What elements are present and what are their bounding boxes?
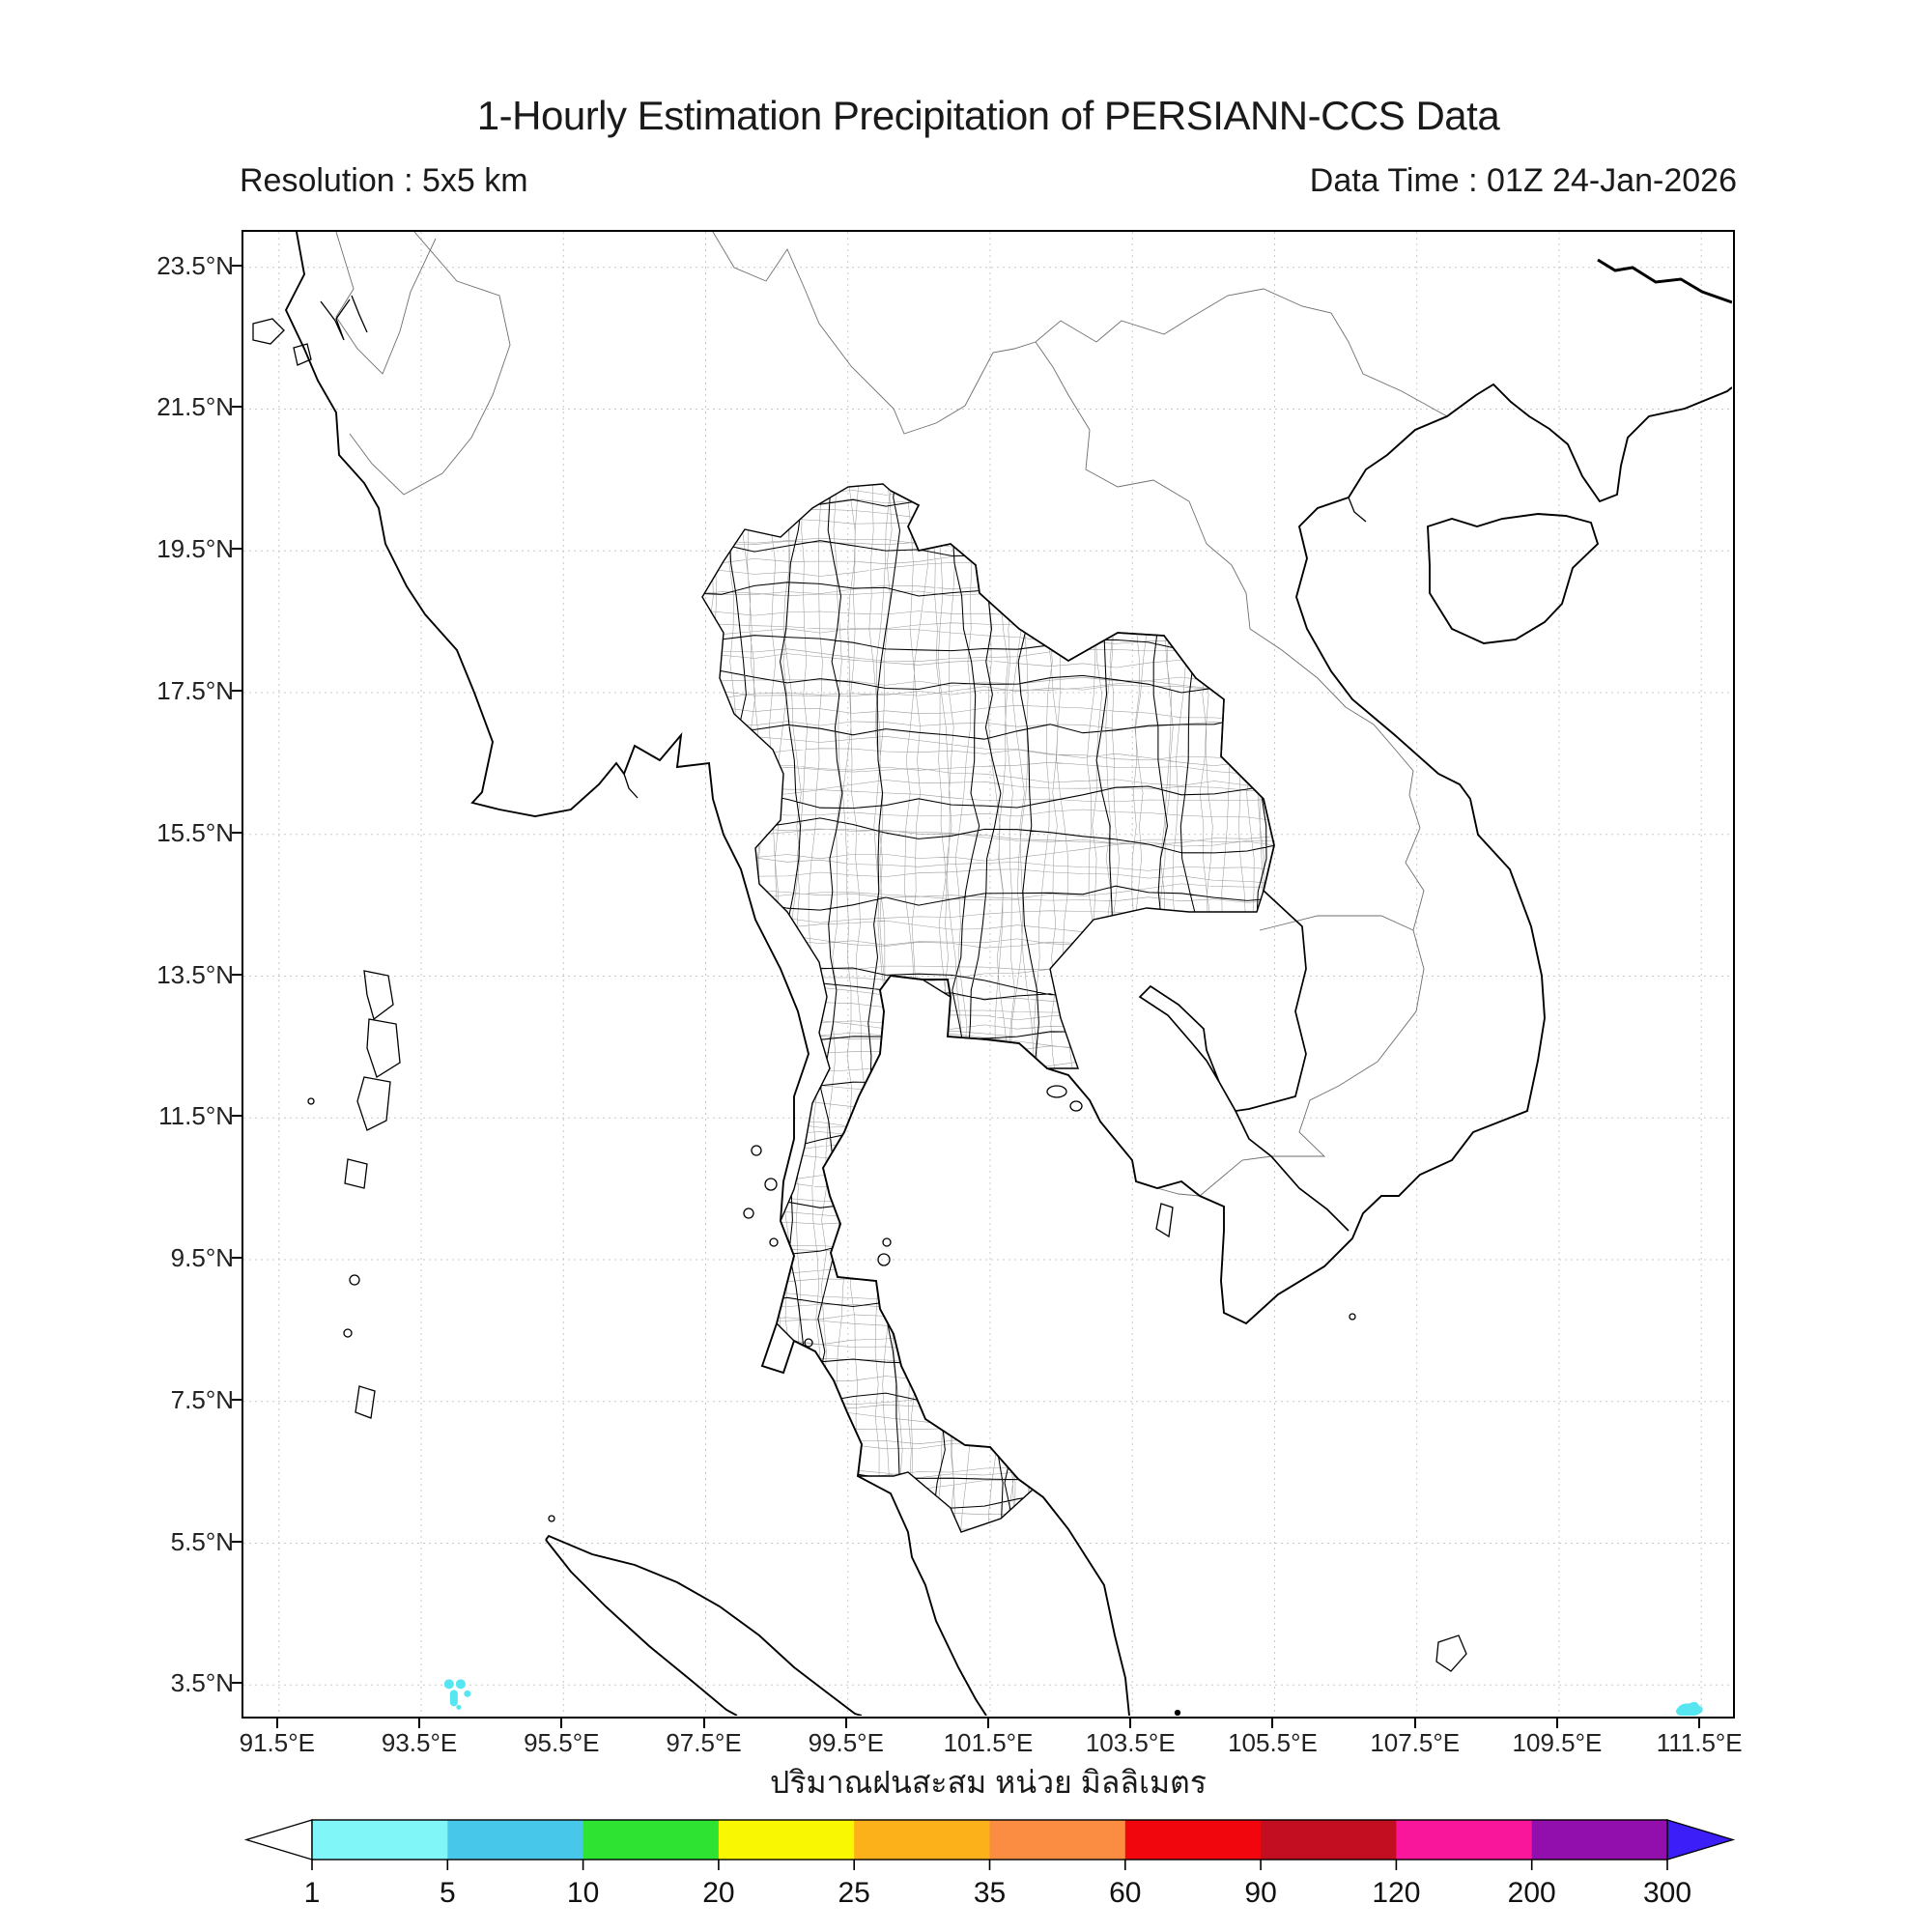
lat-tick-mark [232,1398,242,1401]
lat-tick-mark [232,831,242,834]
colorbar-tick-label: 60 [1109,1877,1141,1909]
colorbar-svg: 1 5 10 20 25 35 60 90 120 200 300 [243,1819,1736,1909]
lon-tick-mark [275,1719,278,1728]
colorbar-tick-label: 35 [974,1877,1006,1909]
lat-tick-mark [232,973,242,976]
lat-tick-label: 17.5°N [156,675,234,705]
lon-tick-mark [418,1719,421,1728]
lat-tick-mark [232,1682,242,1685]
country-borders [335,232,1448,1197]
lat-tick-mark [232,264,242,267]
lon-tick-label: 111.5°E [1656,1728,1743,1757]
lon-tick-mark [1413,1719,1416,1728]
lon-tick-label: 97.5°E [666,1728,742,1757]
lat-tick-mark [232,548,242,551]
lat-tick-mark [232,689,242,692]
lon-tick-mark [1129,1719,1132,1728]
lat-tick-label: 21.5°N [156,392,234,422]
lat-tick-label: 19.5°N [156,534,234,564]
map-frame [242,230,1735,1719]
lon-tick-label: 93.5°E [381,1728,458,1757]
precip-spot [1675,1701,1703,1716]
district-boundaries [702,484,1274,1532]
colorbar: 1 5 10 20 25 35 60 90 120 200 300 [232,1816,1739,1932]
coastlines [284,232,1732,1716]
islands [252,295,1467,1716]
lon-tick-mark [1698,1719,1701,1728]
lat-tick-mark [232,1115,242,1118]
colorbar-tick-label: 200 [1508,1877,1556,1909]
precipitation-marks [443,1679,1703,1716]
lon-tick-mark [702,1719,705,1728]
colorbar-tick-label: 1 [304,1877,321,1909]
lat-tick-label: 9.5°N [170,1243,234,1273]
lat-tick-label: 3.5°N [170,1668,234,1698]
colorbar-tick-label: 300 [1643,1877,1691,1909]
lon-tick-mark [560,1719,563,1728]
colorbar-caption: ปริมาณฝนสะสม หน่วย มิลลิเมตร [770,1765,1207,1800]
map-svg [243,232,1732,1716]
lat-tick-mark [232,1257,242,1260]
lat-tick-label: 7.5°N [170,1384,234,1414]
colorbar-tick-label: 120 [1372,1877,1420,1909]
colorbar-tick-label: 10 [567,1877,599,1909]
lon-tick-label: 103.5°E [1085,1728,1176,1757]
lon-tick-label: 99.5°E [808,1728,884,1757]
colorbar-tick-label: 90 [1244,1877,1276,1909]
data-time-label: Data Time : 01Z 24-Jan-2026 [1309,162,1737,199]
lat-tick-label: 5.5°N [170,1526,234,1556]
lat-tick-mark [232,1540,242,1543]
lat-tick-mark [232,406,242,409]
lon-tick-mark [1271,1719,1274,1728]
page-title: 1-Hourly Estimation Precipitation of PER… [476,93,1500,138]
precip-spot [443,1679,471,1710]
lon-tick-label: 109.5°E [1512,1728,1603,1757]
lat-tick-label: 11.5°N [158,1101,234,1131]
colorbar-tick-label: 20 [702,1877,734,1909]
lon-tick-mark [1555,1719,1558,1728]
colorbar-tick-label: 25 [838,1877,870,1909]
lon-tick-label: 91.5°E [239,1728,315,1757]
grid-lines [243,232,1732,1716]
thailand-border [701,483,1275,1533]
lon-tick-label: 95.5°E [524,1728,600,1757]
colorbar-tick-label: 5 [440,1877,456,1909]
lon-tick-label: 105.5°E [1228,1728,1318,1757]
lat-tick-label: 13.5°N [156,959,234,989]
lon-tick-label: 101.5°E [943,1728,1034,1757]
lat-tick-label: 23.5°N [156,250,234,280]
lon-tick-mark [987,1719,989,1728]
lon-tick-mark [844,1719,847,1728]
resolution-label: Resolution : 5x5 km [240,162,528,199]
mekong-river [890,490,1350,1232]
lat-tick-label: 15.5°N [156,817,234,847]
lon-tick-label: 107.5°E [1370,1728,1461,1757]
province-boundaries [702,484,1274,1532]
